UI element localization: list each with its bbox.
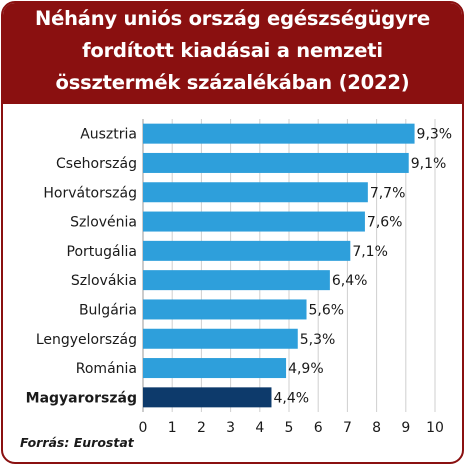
category-label-9: Magyarország <box>26 390 137 406</box>
tick-label-8: 8 <box>372 420 381 436</box>
tick-label-9: 9 <box>401 420 410 436</box>
value-label-7: 5,3% <box>300 332 336 348</box>
tick-label-0: 0 <box>139 420 148 436</box>
value-label-3: 7,6% <box>367 215 403 231</box>
category-label-1: Csehország <box>56 156 137 172</box>
value-label-1: 9,1% <box>411 156 447 172</box>
bar-7 <box>143 328 298 349</box>
value-label-4: 7,1% <box>352 244 388 260</box>
category-label-8: Románia <box>76 361 137 377</box>
bars <box>143 123 415 408</box>
category-label-2: Horvátország <box>43 185 137 201</box>
tick-label-1: 1 <box>168 420 177 436</box>
value-label-9: 4,4% <box>273 390 309 406</box>
tick-label-5: 5 <box>285 420 294 436</box>
source-note: Forrás: Eurostat <box>20 435 134 450</box>
value-label-8: 4,9% <box>288 361 324 377</box>
value-label-6: 5,6% <box>309 302 345 318</box>
title-banner: Néhány uniós ország egészségügyre fordít… <box>3 3 462 104</box>
chart-title-line-2: fordított kiadásai a nemzeti <box>82 39 383 62</box>
category-label-3: Szlovénia <box>70 215 137 231</box>
category-label-5: Szlovákia <box>71 273 137 289</box>
value-label-5: 6,4% <box>332 273 368 289</box>
category-label-0: Ausztria <box>80 127 137 143</box>
bar-2 <box>143 182 368 203</box>
value-label-2: 7,7% <box>370 185 406 201</box>
x-axis-ticks: 0 1 2 3 4 5 6 7 8 9 10 <box>139 420 444 436</box>
bar-5 <box>143 270 330 291</box>
chart-title-line-3: össztermék százalékában (2022) <box>55 71 410 94</box>
bar-9 <box>143 387 272 408</box>
tick-label-2: 2 <box>197 420 206 436</box>
bar-3 <box>143 211 365 232</box>
category-label-6: Bulgária <box>79 302 137 318</box>
bar-6 <box>143 299 307 320</box>
category-label-7: Lengyelország <box>36 332 137 348</box>
chart-title-line-1: Néhány uniós ország egészségügyre <box>34 7 431 30</box>
bar-chart: Ausztria Csehország Horvátország Szlovénia P… <box>26 119 452 436</box>
tick-label-7: 7 <box>343 420 352 436</box>
value-label-0: 9,3% <box>417 127 453 143</box>
tick-label-10: 10 <box>426 420 444 436</box>
bar-1 <box>143 152 409 173</box>
tick-label-4: 4 <box>255 420 264 436</box>
tick-label-6: 6 <box>314 420 323 436</box>
bar-4 <box>143 240 351 261</box>
bar-8 <box>143 358 287 379</box>
category-labels: Ausztria Csehország Horvátország Szlovénia P… <box>26 127 137 407</box>
value-labels: 9,3% 9,1% 7,7% 7,6% 7,1% 6,4% 5,6% 5,3% 4,9% 4,4% <box>273 127 452 407</box>
category-label-4: Portugália <box>67 244 137 260</box>
bar-0 <box>143 123 415 144</box>
tick-label-3: 3 <box>226 420 235 436</box>
